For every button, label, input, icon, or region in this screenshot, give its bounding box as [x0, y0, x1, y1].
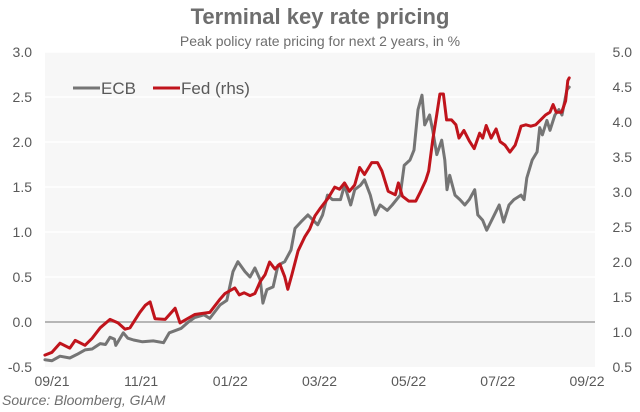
y2-tick-label: 1.0 — [613, 324, 633, 340]
y2-tick-label: 4.0 — [613, 114, 633, 130]
y2-tick-label: 3.5 — [613, 149, 633, 165]
series-lines — [43, 76, 571, 363]
y2-tick-label: 2.5 — [613, 219, 633, 235]
x-tick-label: 05/22 — [391, 373, 426, 389]
x-tick-label: 03/22 — [302, 373, 337, 389]
legend-label: Fed (rhs) — [181, 79, 250, 98]
ecb-series-line — [43, 85, 571, 363]
legend: ECB Fed (rhs) — [73, 79, 250, 98]
legend-label: ECB — [101, 79, 136, 98]
fed-series-line — [43, 76, 571, 357]
y2-tick-label: 2.0 — [613, 254, 633, 270]
y2-tick-label: 4.5 — [613, 79, 633, 95]
y2-tick-label: 1.5 — [613, 289, 633, 305]
x-tick-label: 09/21 — [34, 373, 69, 389]
y2-tick-label: 3.0 — [613, 184, 633, 200]
y-tick-label: -0.5 — [8, 359, 32, 375]
y-tick-label: 1.0 — [13, 224, 33, 240]
y2-tick-label: 0.5 — [613, 359, 633, 375]
source-note: Source: Bloomberg, GIAM — [2, 392, 166, 408]
chart-subtitle: Peak policy rate pricing for next 2 year… — [179, 33, 461, 49]
chart-title: Terminal key rate pricing — [190, 4, 450, 29]
y-tick-label: 0.5 — [13, 269, 33, 285]
x-axis-ticks: 09/21 11/21 01/22 03/22 05/22 07/22 09/22 — [34, 373, 604, 389]
y-tick-label: 1.5 — [13, 179, 33, 195]
x-tick-label: 01/22 — [213, 373, 248, 389]
gridlines — [45, 51, 595, 278]
y-tick-label: 0.0 — [13, 314, 33, 330]
x-tick-label: 07/22 — [480, 373, 515, 389]
right-axis-ticks: 0.5 1.0 1.5 2.0 2.5 3.0 3.5 4.0 4.5 5.0 — [613, 44, 633, 375]
x-tick-label: 11/21 — [124, 373, 158, 389]
y-tick-label: 3.0 — [13, 44, 33, 60]
y2-tick-label: 5.0 — [613, 44, 633, 60]
left-axis-ticks: -0.5 0.0 0.5 1.0 1.5 2.0 2.5 3.0 — [8, 44, 32, 375]
x-tick-label: 09/22 — [569, 373, 604, 389]
y-tick-label: 2.5 — [13, 89, 33, 105]
y-tick-label: 2.0 — [13, 134, 33, 150]
